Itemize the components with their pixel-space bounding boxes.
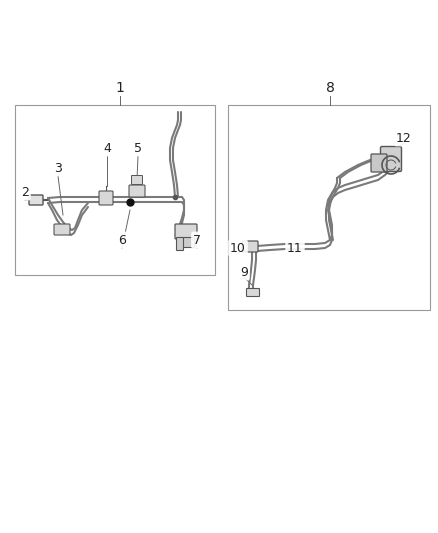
- FancyBboxPatch shape: [242, 241, 258, 252]
- FancyBboxPatch shape: [371, 154, 387, 172]
- FancyBboxPatch shape: [29, 195, 43, 205]
- Bar: [228, 105, 430, 310]
- FancyBboxPatch shape: [180, 238, 194, 247]
- Text: 5: 5: [134, 141, 142, 155]
- Text: 3: 3: [54, 161, 62, 174]
- Text: 9: 9: [240, 265, 248, 279]
- FancyBboxPatch shape: [131, 175, 142, 184]
- Text: 1: 1: [116, 81, 124, 95]
- FancyBboxPatch shape: [129, 185, 145, 197]
- Text: 4: 4: [103, 141, 111, 155]
- Text: 8: 8: [325, 81, 335, 95]
- FancyBboxPatch shape: [99, 191, 113, 205]
- Text: 11: 11: [287, 241, 303, 254]
- FancyBboxPatch shape: [177, 238, 184, 251]
- FancyBboxPatch shape: [381, 147, 402, 172]
- FancyBboxPatch shape: [175, 224, 197, 239]
- Text: 10: 10: [230, 241, 246, 254]
- Bar: [15, 105, 215, 275]
- FancyBboxPatch shape: [247, 288, 259, 296]
- FancyBboxPatch shape: [54, 224, 70, 235]
- Text: 12: 12: [396, 132, 412, 144]
- Text: 2: 2: [21, 185, 29, 198]
- Text: 6: 6: [118, 233, 126, 246]
- Text: 7: 7: [193, 233, 201, 246]
